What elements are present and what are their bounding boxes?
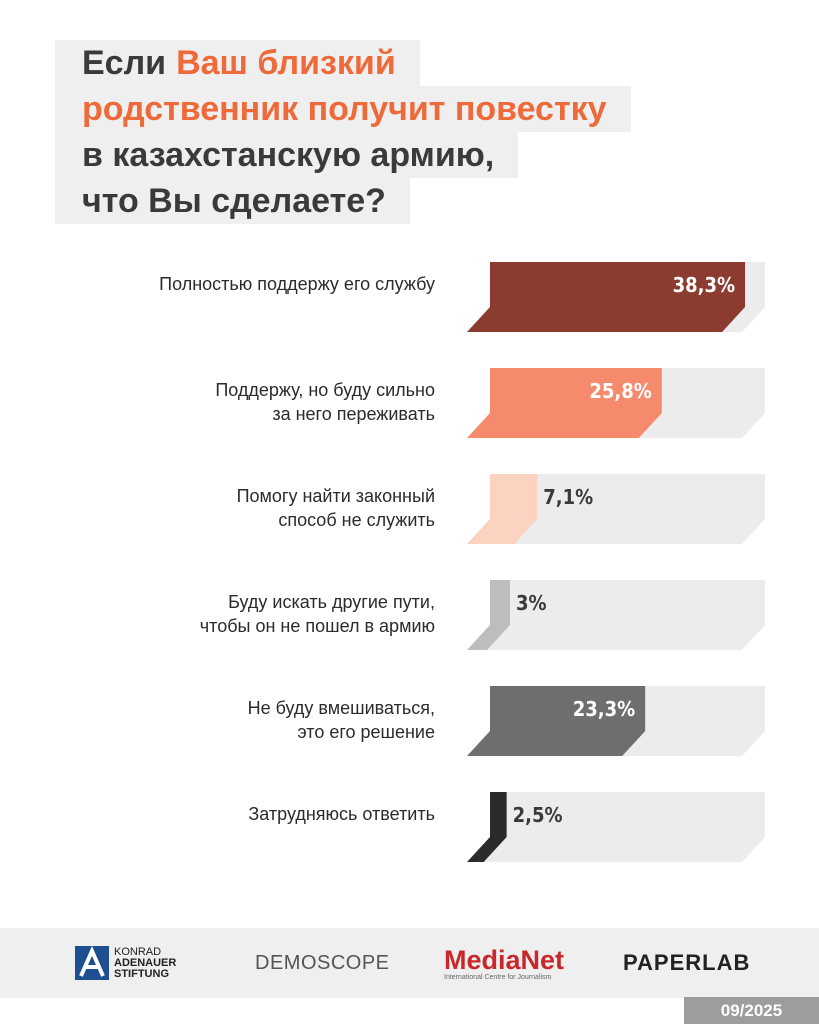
demoscope-logo: DEMOSCOPE xyxy=(255,951,390,974)
value-label: 38,3% xyxy=(673,273,735,297)
title-text: Ваш близкий xyxy=(176,44,396,82)
bar xyxy=(467,474,538,544)
kas-logo: KONRAD ADENAUER STIFTUNG xyxy=(75,928,176,998)
title-line-bg: в казахстанскую армию, xyxy=(55,132,519,178)
value-label: 3% xyxy=(516,591,547,615)
bar-track xyxy=(467,580,765,650)
category-label: Затрудняюсь ответить xyxy=(248,804,435,824)
title-text: Если xyxy=(82,44,167,82)
title-text: родственник получит повестку xyxy=(82,90,607,128)
category-label: Помогу найти законный способ не служить xyxy=(236,486,435,530)
footer: KONRAD ADENAUER STIFTUNG DEMOSCOPE Media… xyxy=(0,928,819,998)
category-label: Полностью поддержу его службу xyxy=(159,274,435,294)
paperlab-logo: PAPERLAB xyxy=(623,950,751,975)
value-label: 7,1% xyxy=(543,485,593,509)
value-label: 23,3% xyxy=(573,697,635,721)
kas-text: STIFTUNG xyxy=(114,967,169,980)
kas-icon xyxy=(75,946,109,980)
medianet-sub: International Centre for Journalism xyxy=(444,973,552,981)
bar xyxy=(467,686,646,756)
title-line-bg: что Вы сделаете? xyxy=(55,178,410,224)
bar xyxy=(467,368,662,438)
title-line: Если Ваш близкий xyxy=(55,40,631,86)
title-text: что Вы сделаете? xyxy=(82,182,386,220)
medianet-logo: MediaNet International Centre for Journa… xyxy=(444,928,564,998)
title: Если Ваш близкий родственник получит повес… xyxy=(55,40,631,224)
medianet-text: MediaNet xyxy=(444,944,565,975)
title-line-bg: Если Ваш близкий xyxy=(55,40,420,86)
date: 09/2025 xyxy=(684,997,819,1024)
kas-text: ADENAUER xyxy=(114,956,177,969)
category-label: Буду искать другие пути, чтобы он не пош… xyxy=(199,592,435,636)
title-line: родственник получит повестку xyxy=(55,86,631,132)
title-text: в казахстанскую армию, xyxy=(82,136,495,174)
bar xyxy=(467,580,510,650)
title-line-bg: родственник получит повестку xyxy=(55,86,631,132)
category-label: Не буду вмешиваться, это его решение xyxy=(247,698,435,742)
bar xyxy=(467,262,746,332)
bar xyxy=(467,792,507,862)
category-label: Поддержу, но буду сильно за него пережив… xyxy=(215,380,435,424)
kas-text: KONRAD xyxy=(114,945,162,958)
bar-track xyxy=(467,474,765,544)
title-line: что Вы сделаете? xyxy=(55,178,631,224)
value-label: 25,8% xyxy=(589,379,651,403)
bar-track xyxy=(467,792,765,862)
value-label: 2,5% xyxy=(513,803,563,827)
title-line: в казахстанскую армию, xyxy=(55,132,631,178)
